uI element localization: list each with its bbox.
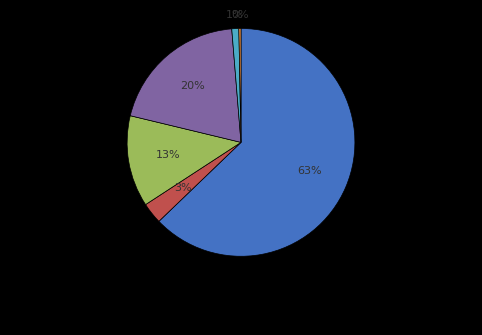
Text: 0%: 0% bbox=[231, 10, 249, 20]
Text: 20%: 20% bbox=[180, 81, 205, 91]
Text: 13%: 13% bbox=[156, 150, 180, 160]
Wedge shape bbox=[232, 28, 241, 142]
Text: 1%: 1% bbox=[226, 10, 243, 20]
Text: 3%: 3% bbox=[174, 184, 192, 193]
Wedge shape bbox=[146, 142, 241, 221]
Wedge shape bbox=[127, 116, 241, 205]
Wedge shape bbox=[159, 28, 355, 256]
Wedge shape bbox=[239, 28, 241, 142]
Text: 63%: 63% bbox=[297, 166, 321, 176]
Wedge shape bbox=[130, 29, 241, 142]
